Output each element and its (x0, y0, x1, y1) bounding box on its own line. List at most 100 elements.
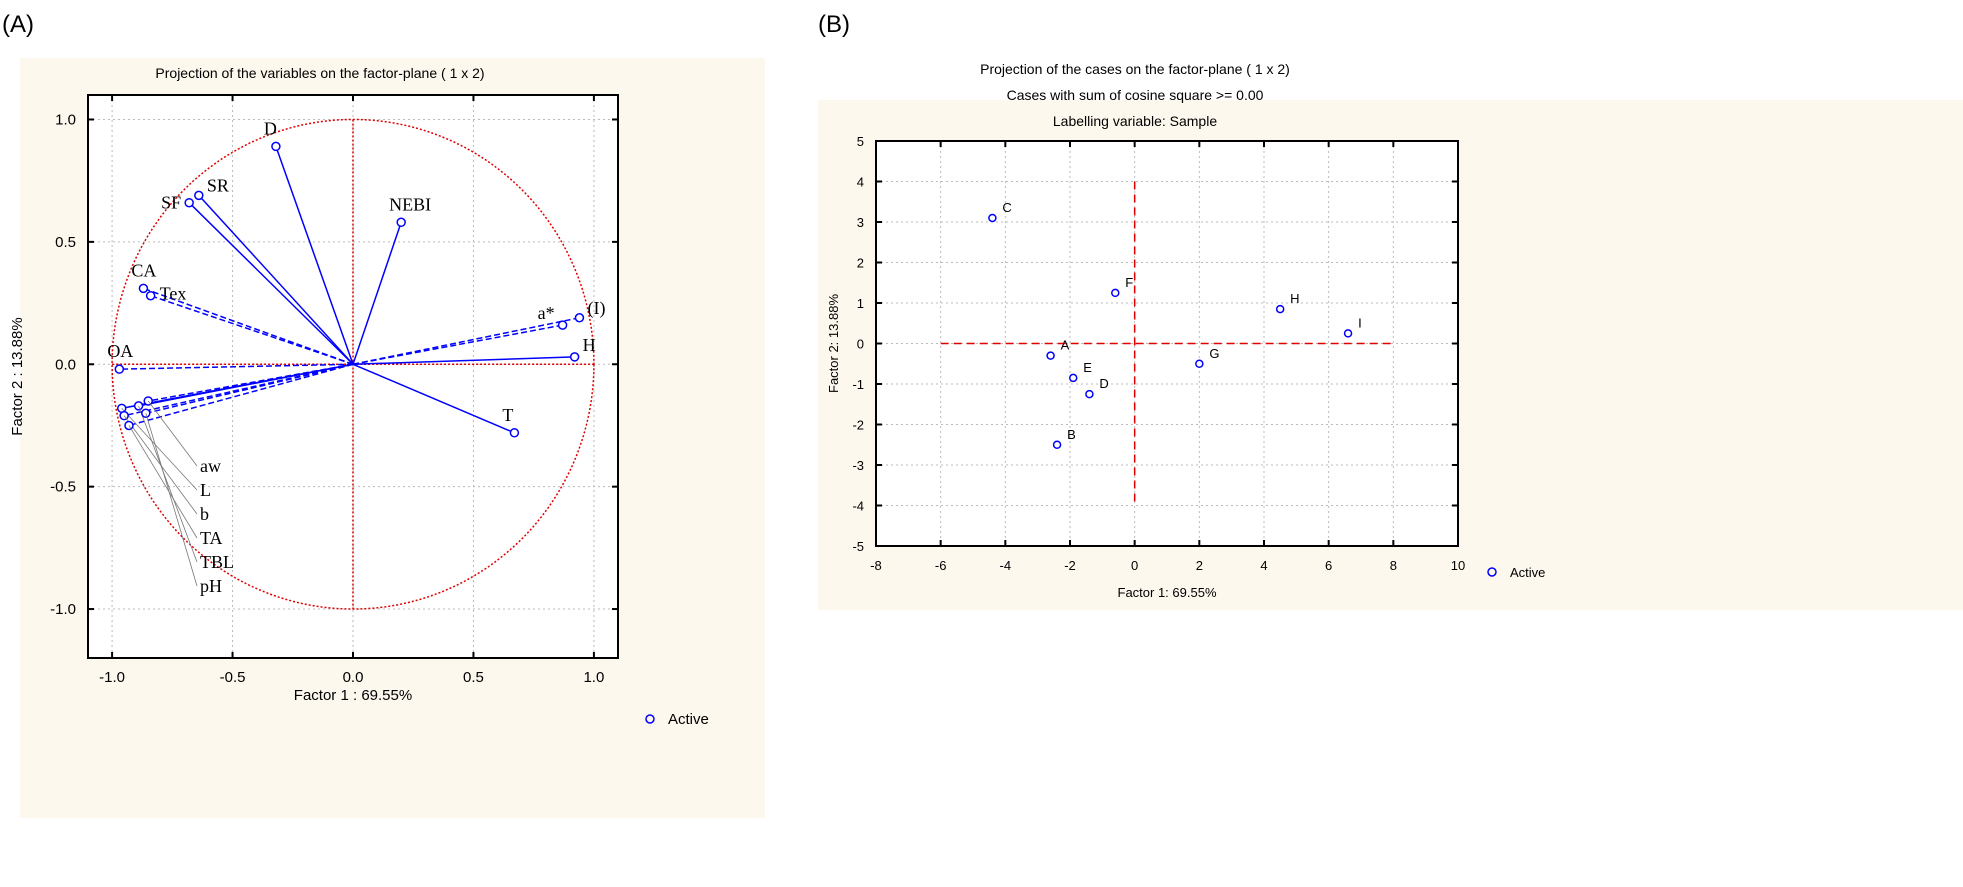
vector-line (119, 363, 354, 370)
variable-point (119, 410, 129, 421)
vector-line (188, 202, 354, 365)
x-axis-label: Factor 1: 69.55% (1118, 585, 1217, 600)
y-tick-label: 4 (857, 175, 864, 190)
y-tick-label: -5 (852, 539, 864, 554)
y-tick-label: -0.5 (50, 479, 76, 496)
plot-frame (875, 140, 1459, 547)
x-tick-label: -2 (1064, 558, 1076, 573)
y-axis-label: Factor 2 : 13.88% (9, 317, 26, 435)
plot-frame (87, 94, 619, 659)
y-tick-label: -1 (852, 377, 864, 392)
panel-label-b: (B) (818, 11, 850, 38)
x-tick-label: -8 (870, 558, 882, 573)
x-tick-label: -1.0 (99, 669, 125, 686)
y-tick-label: -2 (852, 418, 864, 433)
variable-point (114, 364, 125, 374)
x-tick-label: 6 (1325, 558, 1332, 573)
y-axis-label: Factor 2: 13.88% (826, 294, 841, 393)
legend-marker (645, 714, 655, 724)
vector-line (198, 194, 354, 365)
x-tick-label: 0.5 (463, 669, 484, 686)
case-point (1046, 351, 1055, 360)
case-point (1275, 304, 1285, 314)
unit-circle (111, 118, 595, 610)
x-axis-label: Factor 1 : 69.55% (294, 687, 412, 704)
case-label: D (1099, 376, 1108, 391)
variable-point (194, 190, 204, 201)
x-tick-label: -4 (1000, 558, 1012, 573)
variable-point (138, 283, 149, 294)
label-leader-line (147, 400, 198, 467)
x-tick-label: 0.0 (343, 669, 364, 686)
label-leader-line (145, 413, 198, 587)
y-tick-label: 5 (857, 134, 864, 149)
case-label: G (1209, 346, 1219, 361)
case-label: H (1290, 291, 1299, 306)
y-tick-label: 2 (857, 256, 864, 271)
x-tick-label: 2 (1196, 558, 1203, 573)
case-label: F (1125, 275, 1133, 290)
x-tick-label: -0.5 (220, 669, 246, 686)
y-tick-label: 3 (857, 215, 864, 230)
legend-label: Active (668, 711, 709, 728)
x-tick-label: 0 (1131, 558, 1138, 573)
case-point (1111, 288, 1120, 298)
panel-label-a: (A) (2, 11, 34, 38)
chart-title: Projection of the cases on the factor-pl… (980, 61, 1290, 77)
case-label: A (1061, 338, 1070, 353)
y-tick-label: 0.5 (55, 234, 76, 251)
variable-label: NEBI (389, 194, 431, 214)
variable-point (574, 313, 585, 323)
variable-label: CA (131, 260, 156, 280)
x-tick-label: 8 (1390, 558, 1397, 573)
case-point (1343, 329, 1353, 338)
y-tick-label: 1 (857, 296, 864, 311)
case-label: C (1002, 200, 1011, 215)
x-tick-label: 1.0 (583, 669, 604, 686)
vector-line (352, 317, 580, 365)
variable-point (509, 428, 520, 438)
variable-label: H (583, 335, 596, 355)
y-tick-label: -4 (852, 499, 864, 514)
label-leader-line (138, 405, 198, 563)
y-tick-label: 0 (857, 337, 864, 352)
case-point (1085, 389, 1094, 399)
label-leader-line (121, 408, 198, 491)
variable-label: aw (200, 456, 221, 476)
variable-label: pH (200, 576, 222, 596)
vector-line (148, 363, 354, 402)
variable-point (145, 290, 156, 301)
case-point (1068, 373, 1078, 383)
chart-subtitle: Cases with sum of cosine square >= 0.00 (1007, 87, 1264, 103)
variable-label: Tex (160, 284, 187, 304)
x-tick-label: -6 (935, 558, 947, 573)
variable-label: SR (207, 175, 229, 195)
case-label: E (1083, 360, 1092, 375)
vector-line (143, 287, 354, 365)
vector-line (352, 356, 575, 366)
variable-label: T (502, 405, 513, 425)
variable-label: L (200, 480, 211, 500)
cases-plot: -8 -6 -4 -2 0 2 4 6 8 10543210-1-2-3-4-5Projectio… (826, 61, 1545, 600)
chart-title: Projection of the variables on the facto… (155, 65, 484, 81)
vector-line (352, 222, 402, 365)
variable-label: TA (200, 528, 223, 548)
variable-point (557, 320, 568, 330)
legend-label: Active (1510, 565, 1545, 580)
vector-line (275, 146, 354, 365)
legend-marker (1487, 567, 1497, 577)
vector-line (138, 363, 354, 407)
case-point (988, 213, 997, 223)
vector-line (352, 363, 515, 434)
case-point (1052, 440, 1062, 449)
variable-label: a* (538, 303, 555, 323)
variable-label: D (264, 118, 277, 138)
variable-label: OA (107, 341, 133, 361)
y-tick-label: 1.0 (55, 111, 76, 128)
case-label: I (1358, 315, 1362, 330)
variables-plot: -1.0 -0.5 0.0 0.5 1.0 1.0 0.5 0.0 -0.5 -1.0 Projec… (9, 65, 709, 728)
vector-line (128, 363, 354, 427)
variable-label: TBL (200, 552, 234, 572)
